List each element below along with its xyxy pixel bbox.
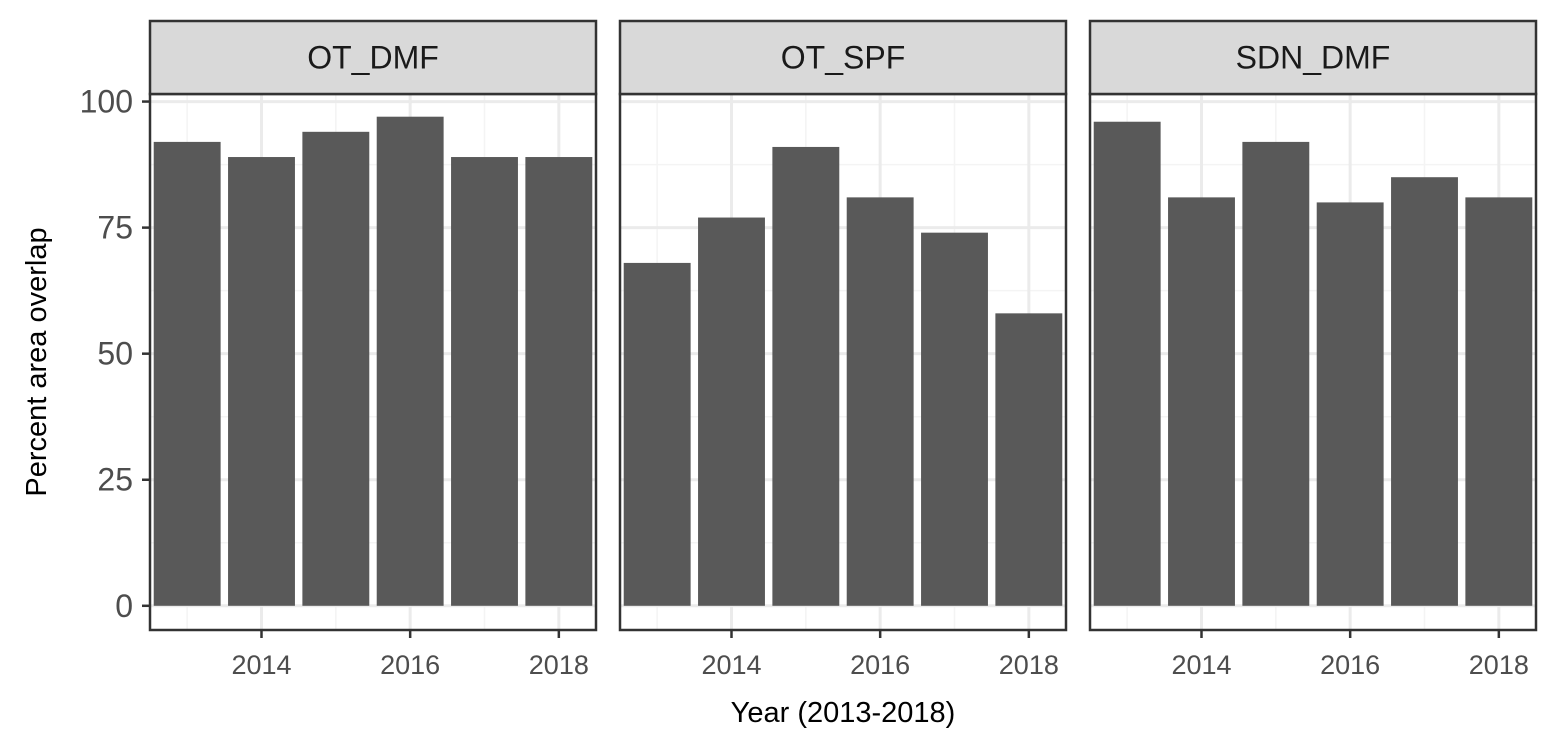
bar-ot-spf-2018 (995, 313, 1063, 606)
bar-ot-spf-2014 (698, 217, 765, 606)
y-axis-title: Percent area overlap (21, 227, 53, 496)
bar-sdn-dmf-2013 (1093, 121, 1161, 606)
y-axis: 0 25 50 75 100 (80, 84, 150, 624)
bar-sdn-dmf-2016 (1316, 202, 1384, 606)
x-tick-label: 2014 (1171, 650, 1231, 680)
panel-background (150, 94, 596, 630)
bar-sdn-dmf-2017 (1391, 177, 1458, 606)
y-tick-label: 75 (97, 210, 133, 246)
x-tick-label: 2018 (999, 650, 1059, 680)
x-tick-label: 2016 (850, 650, 910, 680)
panel-background (1090, 94, 1536, 630)
x-axis-title: Year (2013-2018) (731, 697, 956, 729)
x-tick-label: 2016 (380, 650, 440, 680)
bar-sdn-dmf-2014 (1168, 197, 1235, 606)
x-tick-label: 2018 (1469, 650, 1529, 680)
bar-ot-spf-2017 (921, 232, 988, 606)
facet-strip (148, 19, 598, 96)
bar-ot-dmf-2017 (451, 157, 518, 606)
bar-ot-dmf-2015 (302, 131, 370, 606)
facet-strip-label: OT_DMF (307, 40, 439, 76)
facet-panel-ot-spf: OT_SPF 2014 2016 2018 (618, 19, 1068, 680)
bar-ot-dmf-2018 (525, 157, 593, 606)
facet-panel-sdn-dmf: SDN_DMF 2014 2016 2018 (1088, 19, 1538, 680)
panel-background (620, 94, 1066, 630)
y-tick-label: 25 (97, 462, 133, 498)
y-tick-label: 50 (97, 336, 133, 372)
bar-sdn-dmf-2018 (1465, 197, 1533, 606)
y-tick-label: 0 (115, 588, 133, 624)
facet-panel-ot-dmf: OT_DMF 2014 2016 2018 (148, 19, 598, 680)
y-tick-label: 100 (80, 84, 133, 120)
bar-ot-dmf-2014 (228, 157, 295, 606)
facet-strip-label: SDN_DMF (1236, 40, 1391, 76)
bar-ot-dmf-2016 (376, 116, 444, 606)
bar-ot-spf-2013 (623, 262, 691, 606)
facet-strip (618, 19, 1068, 96)
bar-sdn-dmf-2015 (1242, 141, 1310, 606)
bar-ot-spf-2016 (846, 197, 914, 606)
x-tick-label: 2018 (529, 650, 589, 680)
x-tick-label: 2014 (701, 650, 761, 680)
x-tick-label: 2016 (1320, 650, 1380, 680)
bar-ot-dmf-2013 (153, 141, 221, 606)
x-tick-label: 2014 (231, 650, 291, 680)
facet-strip-label: OT_SPF (781, 40, 905, 76)
bar-ot-spf-2015 (772, 146, 840, 606)
facet-strip (1088, 19, 1538, 96)
